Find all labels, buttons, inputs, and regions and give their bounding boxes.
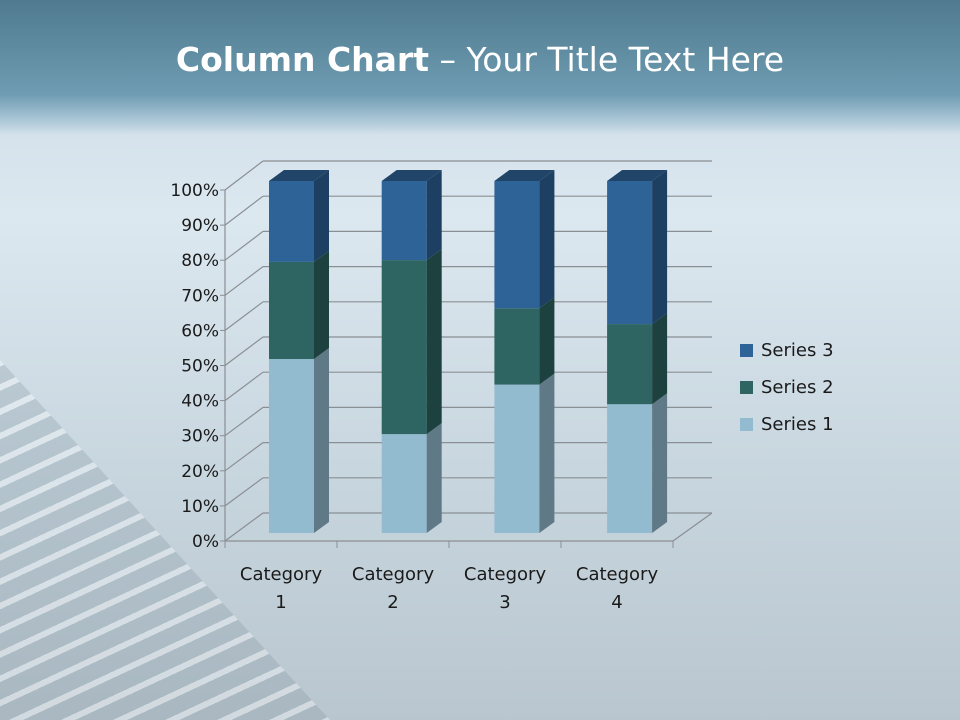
legend-swatch — [740, 418, 753, 431]
legend-label: Series 1 — [761, 414, 834, 435]
bar-side — [426, 249, 442, 435]
bar-series-1 — [607, 404, 653, 533]
bar-top — [494, 170, 555, 181]
y-tick-label: 0% — [192, 532, 219, 552]
bar-side — [426, 170, 442, 261]
bar-top — [269, 170, 329, 181]
legend-label: Series 2 — [761, 377, 834, 398]
legend-item-series-2: Series 2 — [740, 369, 834, 406]
bar-side — [426, 423, 442, 533]
y-tick-label: 70% — [181, 286, 219, 306]
side-gridline — [224, 371, 264, 402]
x-tick-label: 2 — [387, 592, 398, 613]
y-tick-label: 10% — [181, 497, 219, 517]
bar-series-1 — [269, 359, 314, 533]
bar-series-1 — [494, 384, 540, 533]
y-tick-label: 60% — [181, 321, 219, 341]
bar-side — [314, 348, 329, 533]
title-rest: – Your Title Text Here — [428, 40, 785, 79]
bar-side — [652, 313, 668, 405]
bar-series-3 — [381, 181, 427, 261]
side-gridline — [224, 512, 264, 542]
y-tick-label: 50% — [181, 357, 219, 377]
bar-series-2 — [269, 261, 314, 360]
slide-title: Column Chart – Your Title Text Here — [0, 40, 960, 79]
bar-series-3 — [494, 181, 540, 309]
bar-side — [314, 250, 329, 360]
bar-side — [652, 170, 668, 325]
y-tick-label: 100% — [170, 181, 219, 201]
y-tick-label: 20% — [181, 462, 219, 482]
x-tick-label: 4 — [611, 592, 622, 613]
title-bold: Column Chart — [175, 40, 429, 79]
x-tick-label: 1 — [275, 592, 286, 613]
side-gridline — [224, 160, 264, 191]
y-tick-label: 40% — [181, 392, 219, 412]
legend-item-series-1: Series 1 — [740, 406, 834, 443]
floor-edge — [672, 512, 713, 542]
bar-series-2 — [607, 324, 653, 405]
x-tick-label: Category — [240, 564, 323, 585]
x-tick-label: Category — [464, 564, 547, 585]
bar-side — [314, 170, 329, 262]
legend-swatch — [740, 344, 753, 357]
side-gridline — [224, 406, 264, 437]
bar-side — [539, 170, 555, 309]
bar-series-2 — [381, 260, 427, 435]
x-tick-label: Category — [576, 564, 659, 585]
bar-top — [381, 170, 442, 181]
legend-label: Series 3 — [761, 340, 834, 361]
x-tick-label: Category — [352, 564, 435, 585]
legend: Series 3 Series 2 Series 1 — [740, 332, 834, 443]
title-band — [0, 0, 960, 135]
bar-side — [539, 297, 555, 385]
y-tick-label: 30% — [181, 427, 219, 447]
y-tick-label: 80% — [181, 251, 219, 271]
side-gridline — [224, 336, 264, 366]
bar-side — [652, 393, 668, 533]
side-gridline — [224, 230, 264, 261]
side-gridline — [224, 266, 264, 296]
side-gridline — [224, 195, 264, 226]
bar-series-1 — [381, 434, 427, 533]
side-gridline — [224, 477, 264, 507]
y-tick-label: 90% — [181, 216, 219, 236]
bar-series-3 — [607, 181, 653, 325]
bar-side — [539, 373, 555, 533]
x-tick-label: 3 — [499, 592, 510, 613]
side-gridline — [224, 442, 264, 472]
bar-top — [607, 170, 668, 181]
legend-item-series-3: Series 3 — [740, 332, 834, 369]
bar-series-3 — [269, 181, 314, 262]
side-gridline — [224, 301, 264, 331]
bar-series-2 — [494, 308, 540, 385]
legend-swatch — [740, 381, 753, 394]
